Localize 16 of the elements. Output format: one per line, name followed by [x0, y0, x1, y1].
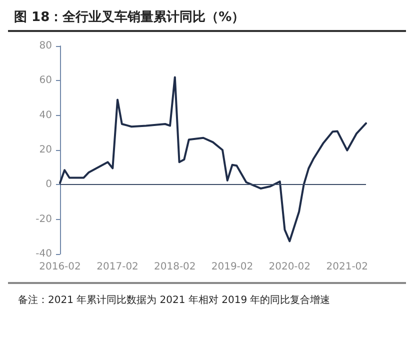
- y-tick-label: 60: [39, 75, 52, 86]
- chart-title: 图 18：全行业叉车销量累计同比（%）: [8, 0, 406, 32]
- text: 备注：2021 年累计同比数据为 2021 年相对 2019 年的同比复合增速: [18, 294, 332, 308]
- y-tick-label: 40: [39, 110, 52, 121]
- x-tick-label: 2018-02: [154, 262, 196, 272]
- x-tick-label: 2016-02: [39, 262, 81, 272]
- x-tick-label: 2019-02: [211, 262, 254, 272]
- x-tick-label: 2017-02: [96, 262, 138, 272]
- x-tick-label: 2021-02: [326, 262, 368, 272]
- y-tick-label: -20: [36, 214, 52, 225]
- y-tick-label: 0: [46, 179, 52, 190]
- x-tick-label: 2020-02: [268, 262, 311, 272]
- y-tick-label: 80: [39, 40, 52, 52]
- y-tick-label: 20: [39, 144, 52, 156]
- line-series: [59, 76, 367, 242]
- y-tick-label: -40: [36, 248, 52, 260]
